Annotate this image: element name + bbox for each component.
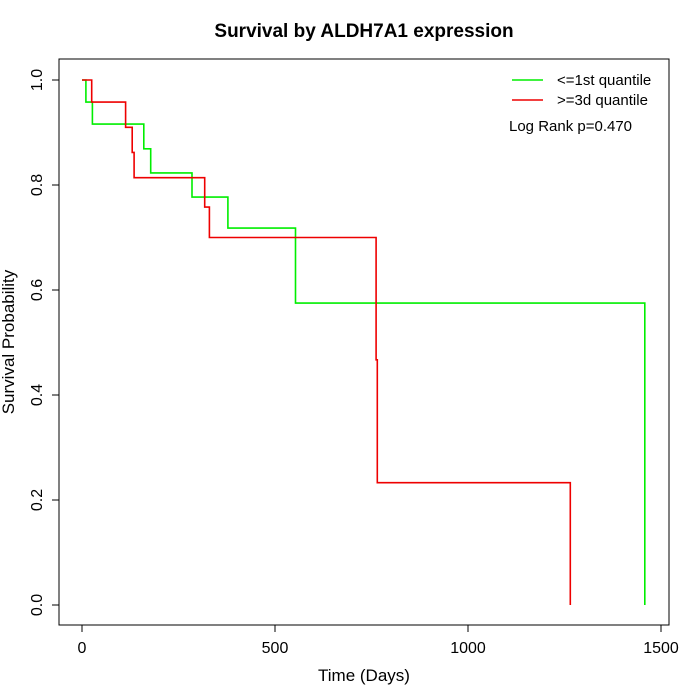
x-axis: 0 500 1000 1500 <box>78 624 679 657</box>
series-line-0 <box>82 79 646 605</box>
x-tick-label: 1000 <box>450 640 486 657</box>
y-axis: 0.0 0.2 0.4 0.6 0.8 1.0 <box>29 69 60 616</box>
y-tick-label: 0.2 <box>29 489 46 511</box>
x-tick-label: 0 <box>78 640 87 657</box>
x-tick-label: 500 <box>262 640 289 657</box>
series-line-1 <box>82 79 572 605</box>
y-tick-label: 0.0 <box>29 594 46 616</box>
y-tick-label: 0.4 <box>29 384 46 406</box>
log-rank-annotation: Log Rank p=0.470 <box>509 118 632 135</box>
chart-title: Survival by ALDH7A1 expression <box>214 21 513 42</box>
survival-curves <box>82 79 646 605</box>
y-tick-label: 0.8 <box>29 174 46 196</box>
legend-label-1: >=3d quantile <box>557 92 648 109</box>
x-tick-label: 1500 <box>643 640 679 657</box>
legend-label-0: <=1st quantile <box>557 72 651 89</box>
y-tick-label: 0.6 <box>29 279 46 301</box>
x-axis-label: Time (Days) <box>318 666 410 685</box>
y-axis-label: Survival Probability <box>0 269 18 414</box>
plot-frame <box>58 58 670 626</box>
y-tick-label: 1.0 <box>29 69 46 91</box>
legend: <=1st quantile >=3d quantile <box>512 72 651 109</box>
